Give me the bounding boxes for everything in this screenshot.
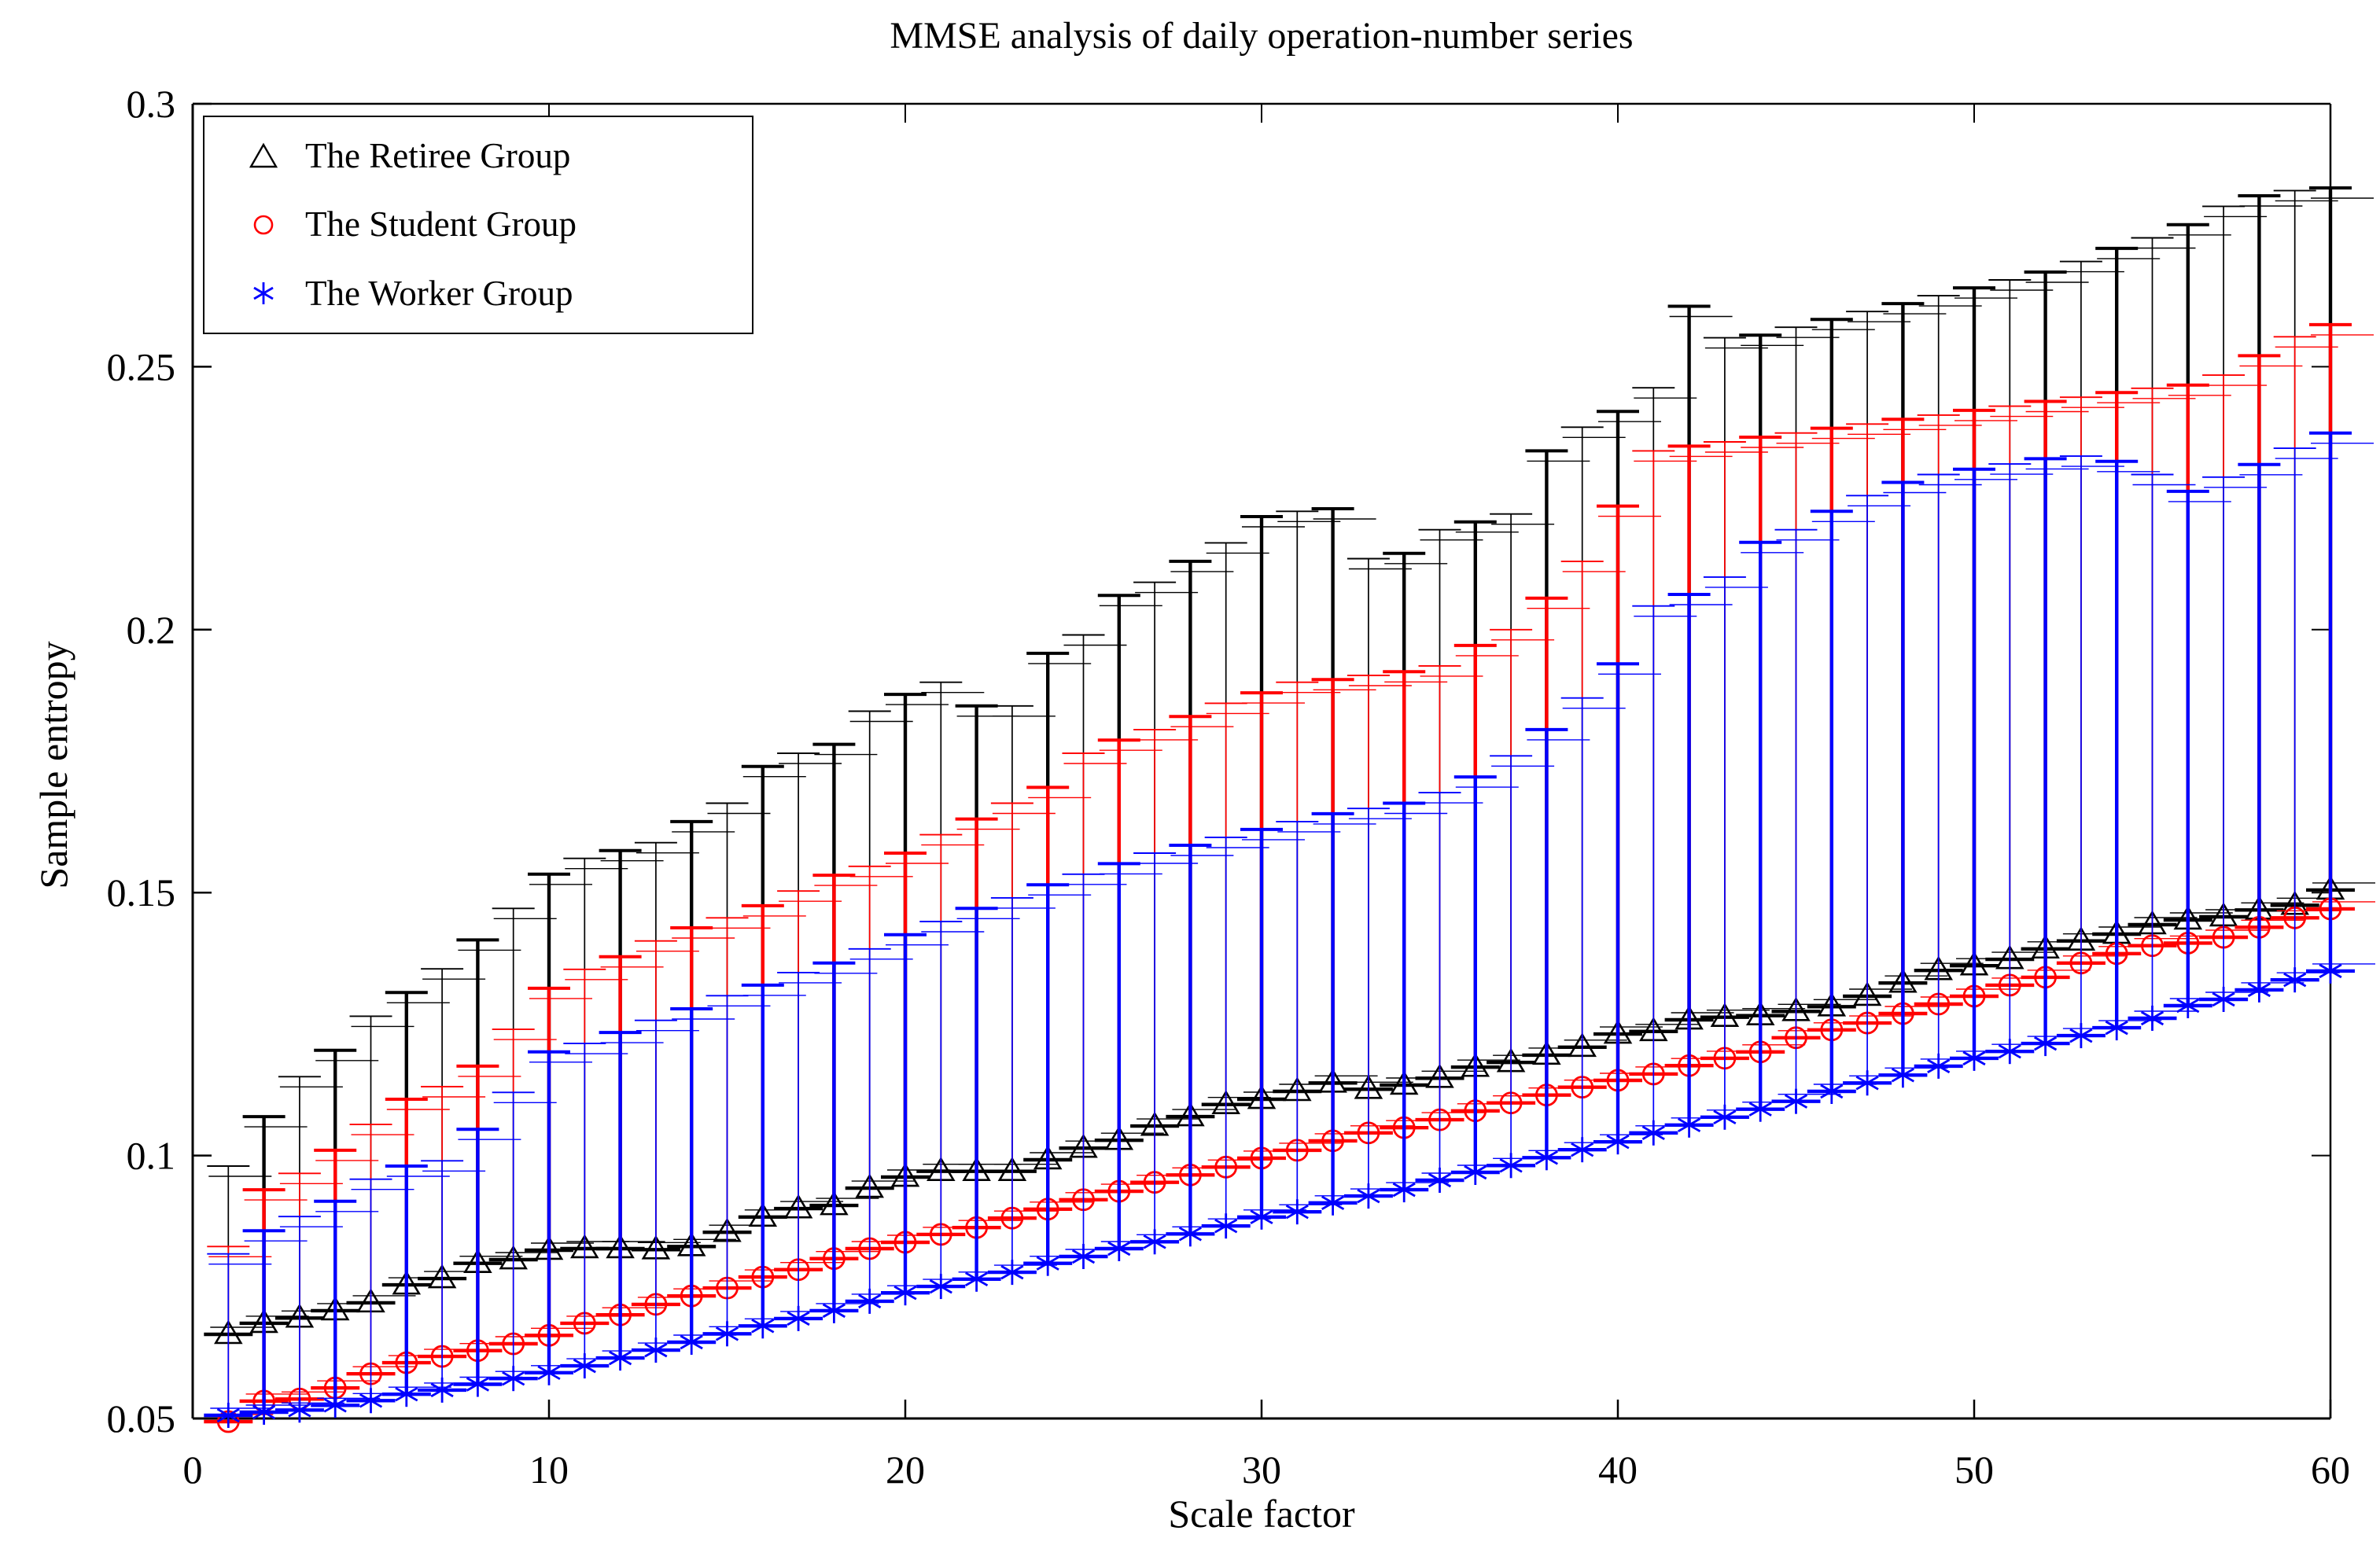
errorbar-segment	[1000, 1264, 1024, 1280]
legend-label: The Worker Group	[305, 273, 573, 313]
errorbar-segment	[609, 1350, 632, 1366]
errorbar-segment	[644, 1342, 668, 1358]
errorbar-segment	[2319, 963, 2342, 979]
errorbar-segment	[1606, 1134, 1630, 1150]
legend-label: The Student Group	[305, 204, 577, 245]
errorbar-segment	[1962, 1050, 1986, 1066]
errorbar-segment	[1321, 1195, 1345, 1211]
x-tick-label: 50	[1954, 1448, 1994, 1492]
errorbar-segment	[1178, 1227, 1202, 1242]
errorbar-segment	[1784, 1094, 1808, 1109]
errorbar-segment	[1464, 1164, 1487, 1180]
y-tick-label: 0.1	[127, 1134, 176, 1178]
series-the-retiree-group	[204, 186, 2375, 1345]
errorbar-segment	[2247, 982, 2271, 998]
errorbar-segment	[466, 1377, 489, 1392]
errorbar-segment	[359, 1393, 383, 1408]
errorbar-segment	[1143, 1234, 1166, 1249]
errorbar-segment	[1392, 1182, 1416, 1198]
y-tick-label: 0.15	[107, 870, 176, 914]
y-tick-label: 0.2	[127, 608, 176, 652]
errorbar-segment	[2212, 992, 2235, 1007]
errorbar-segment	[929, 1279, 952, 1294]
errorbar-segment	[502, 1371, 525, 1386]
legend-item-worker: The Worker Group	[204, 275, 752, 311]
errorbar-segment	[2176, 998, 2200, 1014]
errorbar-segment	[1678, 1117, 1701, 1133]
errorbar-segment	[1214, 1218, 1238, 1234]
errorbar-segment	[252, 1404, 276, 1420]
errorbar-segment	[715, 1326, 739, 1341]
errorbar-segment	[1571, 1142, 1594, 1157]
errorbar-segment	[822, 1303, 846, 1319]
legend: The Retiree Group The Student Group The …	[203, 116, 753, 334]
errorbar-segment	[2105, 1020, 2128, 1036]
circle-marker-icon	[253, 215, 274, 235]
errorbar-segment	[1998, 1043, 2021, 1059]
errorbar-segment	[1499, 1158, 1523, 1173]
errorbar-segment	[893, 1285, 917, 1301]
legend-item-student: The Student Group	[204, 207, 752, 243]
errorbar-segment	[2140, 1010, 2164, 1026]
errorbar-segment	[430, 1382, 454, 1398]
errorbar-segment	[288, 1403, 311, 1418]
errorbar-segment	[2069, 1028, 2093, 1043]
errorbar-segment	[2283, 972, 2307, 988]
errorbar-segment	[1927, 1058, 1951, 1074]
errorbar-segment	[573, 1358, 596, 1374]
y-tick-label: 0.25	[107, 344, 176, 388]
x-tick-label: 40	[1598, 1448, 1638, 1492]
errorbar-segment	[1713, 1109, 1737, 1125]
errorbar-segment	[216, 1407, 240, 1423]
errorbar-segment	[537, 1365, 561, 1381]
errorbar-segment	[1250, 1209, 1273, 1225]
errorbar-segment	[2034, 1036, 2058, 1051]
errorbar-segment	[395, 1386, 418, 1402]
errorbar-segment	[1285, 1204, 1309, 1220]
errorbar-segment	[965, 1271, 989, 1287]
errorbar-segment	[1428, 1172, 1452, 1188]
x-axis-label: Scale factor	[1168, 1492, 1355, 1536]
series-the-worker-group	[204, 431, 2375, 1428]
errorbar-segment	[680, 1334, 703, 1350]
asterisk-marker-icon	[253, 282, 274, 305]
errorbar-segment	[1036, 1256, 1059, 1271]
chart-title: MMSE analysis of daily operation-number …	[890, 15, 1634, 57]
errorbar-segment	[751, 1319, 775, 1334]
errorbar-segment	[1748, 1102, 1772, 1117]
y-tick-label: 0.3	[127, 82, 176, 126]
errorbar-segment	[858, 1293, 882, 1309]
x-tick-label: 30	[1242, 1448, 1281, 1492]
x-tick-label: 10	[529, 1448, 569, 1492]
errorbar-segment	[1071, 1249, 1096, 1264]
errorbar-segment	[787, 1311, 810, 1326]
errorbar-segment	[1107, 1241, 1131, 1256]
errorbar-segment	[1357, 1188, 1380, 1204]
errorbar-segment	[323, 1398, 347, 1413]
y-axis-label: Sample entropy	[31, 641, 76, 889]
errorbar-segment	[1820, 1084, 1844, 1099]
legend-label: The Retiree Group	[305, 136, 571, 176]
errorbar-segment	[1891, 1068, 1914, 1083]
errorbar-segment	[1641, 1125, 1665, 1141]
triangle-marker-icon	[249, 142, 278, 167]
legend-item-retiree: The Retiree Group	[204, 138, 752, 175]
x-tick-label: 60	[2311, 1448, 2350, 1492]
x-tick-label: 0	[183, 1448, 203, 1492]
errorbar-segment	[1534, 1150, 1558, 1165]
x-tick-label: 20	[886, 1448, 925, 1492]
y-tick-label: 0.05	[107, 1396, 176, 1440]
series-the-student-group	[204, 322, 2375, 1433]
errorbar-segment	[1855, 1076, 1879, 1091]
